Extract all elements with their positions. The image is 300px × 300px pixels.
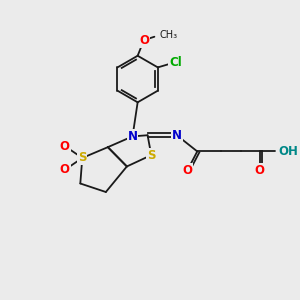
Text: O: O: [60, 140, 70, 152]
Text: N: N: [128, 130, 137, 143]
Text: OH: OH: [278, 145, 298, 158]
Text: S: S: [78, 152, 86, 164]
Text: Cl: Cl: [169, 56, 182, 69]
Text: S: S: [147, 148, 155, 162]
Text: O: O: [255, 164, 265, 177]
Text: CH₃: CH₃: [160, 30, 178, 40]
Text: O: O: [139, 34, 149, 46]
Text: O: O: [182, 164, 192, 177]
Text: O: O: [60, 164, 70, 176]
Text: N: N: [172, 129, 182, 142]
